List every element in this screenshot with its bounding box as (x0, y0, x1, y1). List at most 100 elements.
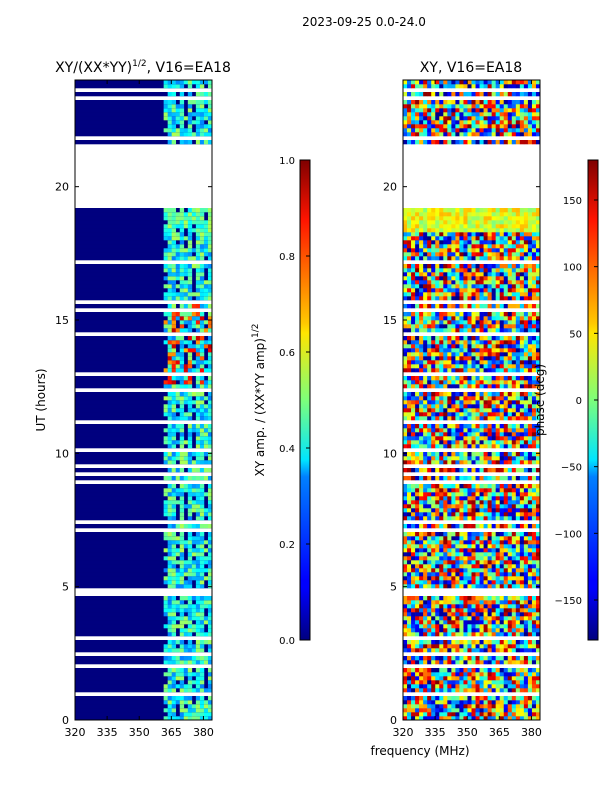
heatmap-cell (196, 236, 200, 240)
heatmap-cell (415, 380, 419, 384)
heatmap-cell (492, 324, 496, 328)
heatmap-cell (164, 604, 168, 608)
heatmap-cell (200, 708, 204, 712)
heatmap-cell (415, 536, 419, 540)
heatmap-cell (451, 628, 455, 632)
heatmap-cell (435, 680, 439, 684)
heatmap-cell (528, 700, 532, 704)
heatmap-cell (532, 284, 536, 288)
heatmap-cell (196, 460, 200, 464)
heatmap-cell (484, 432, 488, 436)
heatmap-cell (500, 620, 504, 624)
heatmap-cell (164, 612, 168, 616)
heatmap-cell (455, 376, 459, 380)
heatmap-cell (431, 284, 435, 288)
heatmap-cell (443, 672, 447, 676)
heatmap-cell (419, 688, 423, 692)
heatmap-cell (423, 236, 427, 240)
heatmap-cell (492, 704, 496, 708)
heatmap-cell (435, 512, 439, 516)
heatmap-cell (476, 516, 480, 520)
heatmap-cell (184, 236, 188, 240)
heatmap-cell (419, 712, 423, 716)
heatmap-cell (500, 296, 504, 300)
heatmap-cell (459, 540, 463, 544)
heatmap-cell (500, 684, 504, 688)
heatmap-cell (524, 616, 528, 620)
heatmap-cell (467, 624, 471, 628)
heatmap-cell (488, 456, 492, 460)
heatmap-cell (415, 460, 419, 464)
heatmap-cell (512, 496, 516, 500)
heatmap-cell (488, 540, 492, 544)
heatmap-cell (204, 688, 208, 692)
heatmap-cell (500, 564, 504, 568)
heatmap-cell (472, 284, 476, 288)
heatmap-cell (180, 244, 184, 248)
heatmap-cell (512, 620, 516, 624)
heatmap-cell (516, 704, 520, 708)
heatmap-cell (516, 312, 520, 316)
heatmap-cell (427, 660, 431, 664)
heatmap-cell (451, 288, 455, 292)
heatmap-cell (447, 456, 451, 460)
heatmap-cell (419, 504, 423, 508)
heatmap-cell (439, 548, 443, 552)
heatmap-cell (492, 248, 496, 252)
heatmap-cell (472, 536, 476, 540)
heatmap-cell (407, 252, 411, 256)
heatmap-cell (492, 440, 496, 444)
heatmap-cell (200, 524, 204, 528)
heatmap-cell (496, 544, 500, 548)
heatmap-cell (447, 568, 451, 572)
heatmap-cell (419, 532, 423, 536)
heatmap-cell (172, 140, 176, 144)
heatmap-cell (451, 340, 455, 344)
heatmap-cell (508, 516, 512, 520)
heatmap-cell (403, 328, 407, 332)
heatmap-cell (172, 476, 176, 480)
heatmap-cell (188, 640, 192, 644)
heatmap-cell (439, 492, 443, 496)
heatmap-cell (492, 476, 496, 480)
heatmap-cell (443, 476, 447, 480)
heatmap-cell (168, 680, 172, 684)
heatmap-cell (516, 436, 520, 440)
heatmap-cell (427, 280, 431, 284)
heatmap-cell (451, 356, 455, 360)
heatmap-cell (532, 560, 536, 564)
heatmap-cell (196, 572, 200, 576)
heatmap-cell (196, 264, 200, 268)
heatmap-cell (508, 328, 512, 332)
heatmap-cell (459, 532, 463, 536)
heatmap-cell (407, 336, 411, 340)
heatmap-cell (443, 360, 447, 364)
heatmap-cell (484, 668, 488, 672)
heatmap-cell (451, 612, 455, 616)
heatmap-cell (192, 212, 196, 216)
heatmap-cell (423, 444, 427, 448)
heatmap-cell (484, 312, 488, 316)
heatmap-cell (524, 304, 528, 308)
heatmap-cell (168, 400, 172, 404)
heatmap-cell (188, 380, 192, 384)
heatmap-cell (439, 496, 443, 500)
heatmap-cell (480, 560, 484, 564)
heatmap-cell (443, 548, 447, 552)
heatmap-cell (168, 248, 172, 252)
heatmap-cell (488, 336, 492, 340)
heatmap-cell (403, 680, 407, 684)
heatmap-cell (504, 564, 508, 568)
heatmap-cell (423, 252, 427, 256)
heatmap-cell (508, 252, 512, 256)
heatmap-cell (196, 104, 200, 108)
heatmap-cell (496, 644, 500, 648)
heatmap-cell (459, 424, 463, 428)
heatmap-cell (500, 392, 504, 396)
heatmap-cell (431, 256, 435, 260)
heatmap-cell (516, 544, 520, 548)
heatmap-cell (520, 560, 524, 564)
heatmap-cell (407, 516, 411, 520)
heatmap-cell (200, 92, 204, 96)
heatmap-cell (200, 252, 204, 256)
